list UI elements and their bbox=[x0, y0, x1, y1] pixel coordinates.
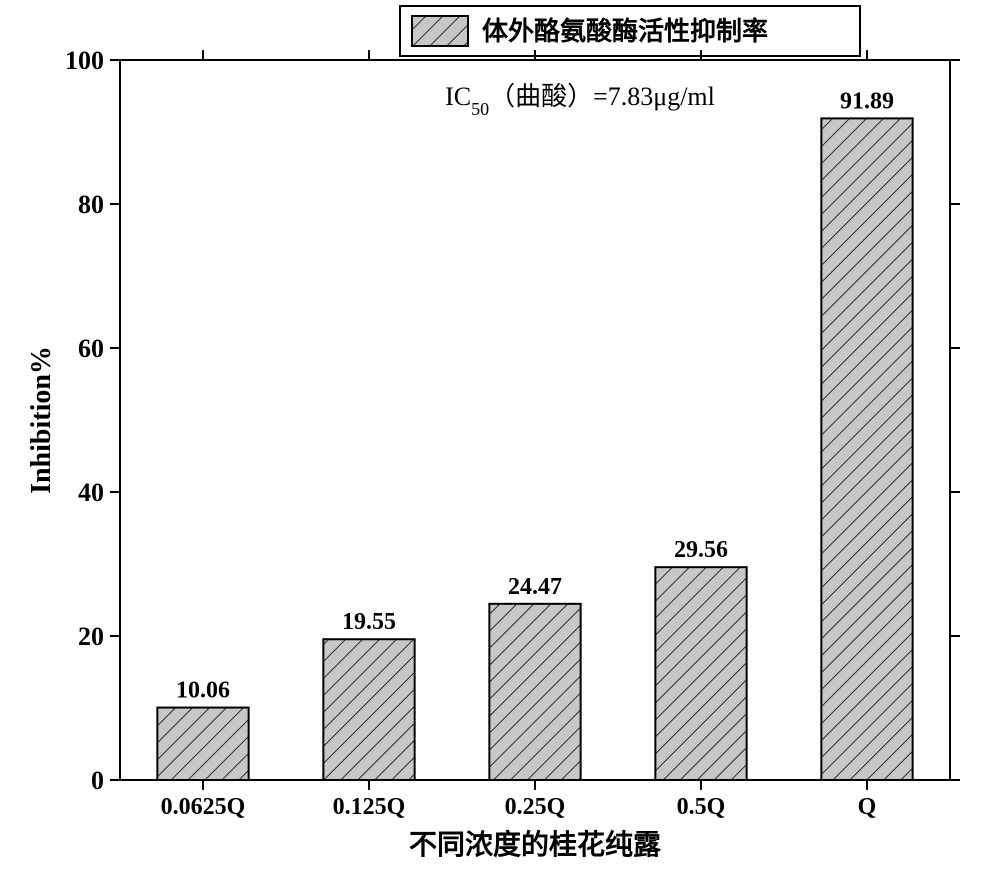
bar-value-label: 29.56 bbox=[674, 537, 728, 563]
x-axis-title: 不同浓度的桂花纯露 bbox=[409, 828, 662, 861]
bar-value-label: 24.47 bbox=[508, 574, 562, 600]
bar bbox=[489, 604, 580, 780]
x-tick-label: 0.5Q bbox=[677, 794, 726, 820]
svg-text:80: 80 bbox=[78, 190, 104, 219]
svg-text:20: 20 bbox=[78, 622, 104, 651]
bar-value-label: 10.06 bbox=[176, 678, 230, 704]
bar-value-label: 91.89 bbox=[840, 88, 894, 114]
y-axis-title: Inhibition% bbox=[26, 346, 57, 494]
bar-chart: 0 20 40 60 80 100 10.06 0.0625Q 19.55 0.125Q 24.47… bbox=[0, 0, 1000, 896]
chart-container: 0 20 40 60 80 100 10.06 0.0625Q 19.55 0.125Q 24.47… bbox=[0, 0, 1000, 896]
ic50-annotation: IC50（曲酸）=7.83μg/ml bbox=[445, 82, 715, 119]
svg-text:0: 0 bbox=[91, 766, 104, 795]
bar bbox=[157, 708, 248, 780]
x-tick-label: 0.125Q bbox=[333, 794, 406, 820]
x-tick-label: 0.0625Q bbox=[161, 794, 246, 820]
bar bbox=[821, 118, 912, 780]
bar bbox=[655, 567, 746, 780]
bar bbox=[323, 639, 414, 780]
x-tick-label: Q bbox=[858, 794, 877, 820]
bar-value-label: 19.55 bbox=[342, 609, 396, 635]
legend-swatch bbox=[412, 16, 468, 46]
svg-text:40: 40 bbox=[78, 478, 104, 507]
x-tick-label: 0.25Q bbox=[505, 794, 566, 820]
legend-label: 体外酪氨酸酶活性抑制率 bbox=[482, 16, 768, 46]
svg-text:100: 100 bbox=[65, 46, 104, 75]
svg-text:60: 60 bbox=[78, 334, 104, 363]
